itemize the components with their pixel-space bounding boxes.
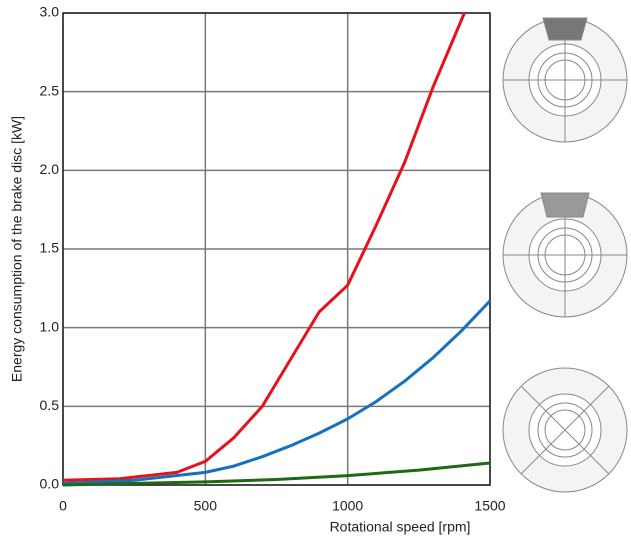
x-tick-label: 0	[59, 498, 67, 514]
disc-illustrations	[502, 17, 628, 493]
x-tick-label: 1500	[474, 498, 505, 514]
y-axis-label: Energy consumption of the brake disc [kW…	[9, 116, 25, 382]
x-tick-label: 500	[194, 498, 218, 514]
x-tick-label: 1000	[332, 498, 363, 514]
disc-1	[502, 17, 628, 143]
data-line	[62, 12, 466, 482]
y-tick-label: 0.0	[40, 476, 60, 492]
data-line	[62, 299, 492, 485]
y-tick-label: 1.5	[40, 240, 60, 256]
disc-3	[502, 367, 628, 493]
data-line	[62, 461, 491, 487]
y-tick-label: 0.5	[40, 397, 60, 413]
y-tick-label: 3.0	[40, 4, 60, 20]
x-axis-label: Rotational speed [rpm]	[330, 519, 471, 535]
y-tick-label: 2.5	[40, 82, 60, 98]
y-tick-label: 1.0	[40, 318, 60, 334]
y-tick-label: 2.0	[40, 161, 60, 177]
disc-2	[502, 192, 628, 318]
plot-frame	[62, 12, 491, 486]
